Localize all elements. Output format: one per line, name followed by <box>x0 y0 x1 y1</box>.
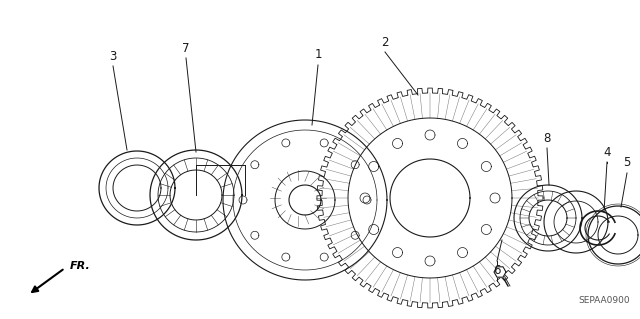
Text: FR.: FR. <box>70 261 91 271</box>
Text: SEPAA0900: SEPAA0900 <box>579 296 630 305</box>
Text: 7: 7 <box>182 41 189 55</box>
Polygon shape <box>494 267 506 277</box>
Text: 1: 1 <box>314 48 322 62</box>
Text: 3: 3 <box>109 49 116 63</box>
Text: 8: 8 <box>543 131 550 145</box>
Text: 4: 4 <box>604 146 611 160</box>
Text: 6: 6 <box>493 264 500 278</box>
Text: 2: 2 <box>381 35 388 48</box>
Text: 5: 5 <box>623 157 630 169</box>
